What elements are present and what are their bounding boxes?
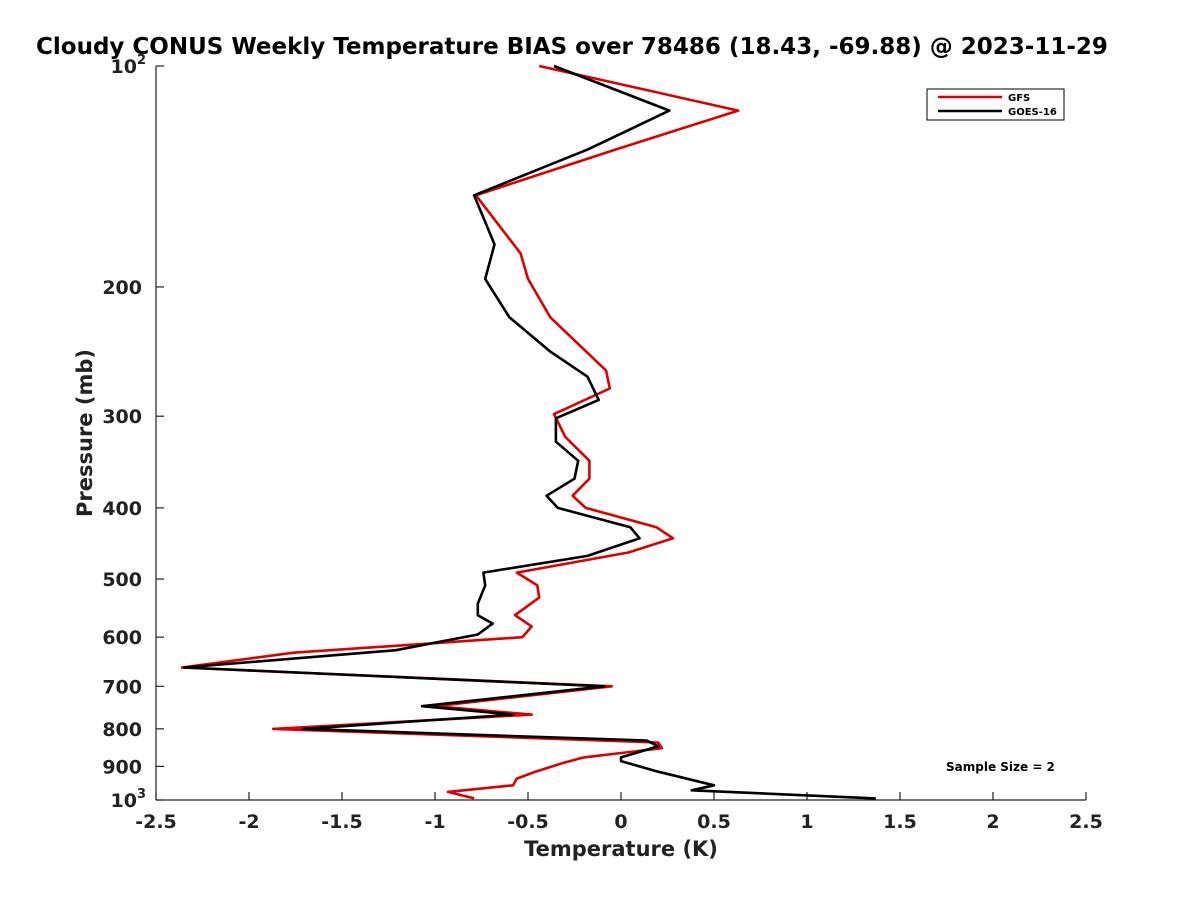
x-tick-label: -1.5 [321,811,363,833]
y-axis-ticks: 102 200 300 400 500 600 700 800 900 103 [102,53,164,812]
y-tick-label: 103 [111,787,147,812]
y-tick-label: 200 [102,277,142,299]
x-tick-label: 1.5 [883,811,917,833]
y-tick-label: 700 [102,676,142,698]
y-tick-label: 300 [102,406,142,428]
x-tick-label: 2 [986,811,999,833]
series-layer [180,64,876,800]
x-axis-ticks: -2.5 -2 -1.5 -1 -0.5 0 0.5 1 1.5 2 2.5 [135,792,1103,833]
y-tick-label: 500 [102,569,142,591]
plot-area [155,66,1086,801]
x-tick-label: -2 [238,811,259,833]
y-axis-label: Pressure (mb) [73,349,97,517]
series-line-gfs [180,64,740,800]
x-tick-label: 2.5 [1069,811,1103,833]
chart-title: Cloudy CONUS Weekly Temperature BIAS ove… [36,34,1108,60]
y-tick-label: 400 [102,498,142,520]
legend-box [926,88,1065,121]
x-tick-label: 0.5 [697,811,731,833]
y-tick-label: 102 [111,53,147,78]
series-line-goes16 [182,64,876,800]
x-tick-label: -2.5 [135,811,177,833]
x-tick-label: 0 [614,811,627,833]
y-tick-label: 900 [102,756,142,778]
y-tick-label: 600 [102,627,142,649]
x-axis-label: Temperature (K) [524,837,718,861]
legend-label-gfs: GFS [1008,93,1030,104]
x-tick-label: -1 [424,811,445,833]
legend-label-goes16: GOES-16 [1008,107,1057,118]
y-tick-label: 800 [102,719,142,741]
sample-size-note: Sample Size = 2 [946,760,1055,774]
x-tick-label: 1 [800,811,813,833]
legend: GFS GOES-16 [926,88,1065,121]
x-tick-label: -0.5 [507,811,549,833]
